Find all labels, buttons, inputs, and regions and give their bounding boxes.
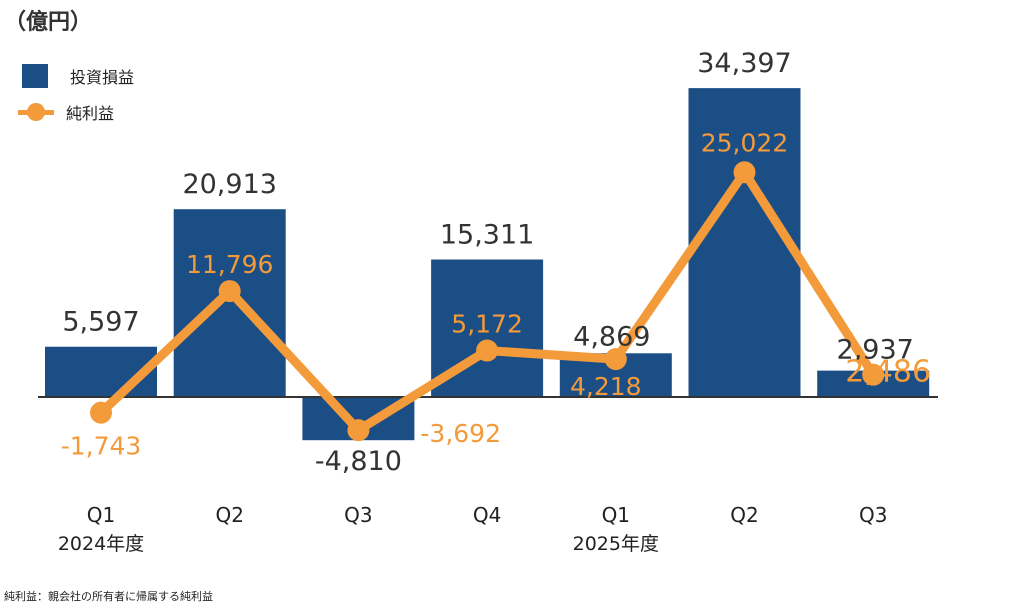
x-tick-label: Q2 (215, 503, 243, 527)
line-value-label: -1,743 (61, 432, 142, 461)
line-point (862, 363, 885, 386)
legend-bar-swatch (22, 64, 48, 88)
legend: 投資損益 純利益 (18, 58, 134, 130)
line-point (90, 401, 112, 424)
bar-value-label: -4,810 (315, 446, 402, 477)
x-tick-label: Q2 (730, 503, 758, 527)
bar-value-label: 5,597 (62, 307, 139, 338)
footnote: 純利益：親会社の所有者に帰属する純利益 (4, 590, 213, 603)
line-value-label: 11,796 (186, 250, 273, 279)
line-value-label: 2,486 (845, 355, 931, 390)
line-point (604, 348, 627, 371)
line-value-label: -3,692 (420, 419, 501, 448)
bar-value-label: 20,913 (182, 169, 276, 200)
x-tick-label: Q1 (602, 503, 630, 527)
bar (688, 88, 801, 398)
x-group-label: 2025年度 (573, 533, 659, 555)
legend-item-line: 純利益 (18, 94, 134, 130)
line-point (218, 280, 241, 303)
line-point (476, 339, 499, 362)
x-group-label: 2024年度 (58, 533, 144, 555)
x-tick-label: Q3 (344, 503, 372, 527)
line-value-label: 4,218 (570, 372, 642, 401)
line-point (733, 161, 756, 184)
unit-label: （億円） (4, 10, 93, 35)
line-value-label: 5,172 (451, 310, 523, 339)
bar-value-label: 34,397 (697, 48, 791, 79)
bar-value-label: 15,311 (440, 220, 534, 251)
line-point (347, 419, 370, 442)
x-tick-label: Q4 (473, 503, 501, 527)
legend-item-bar: 投資損益 (22, 58, 134, 94)
bar-value-label: 2,937 (837, 335, 914, 366)
legend-line-label: 純利益 (66, 104, 115, 123)
legend-bar-label: 投資損益 (70, 68, 135, 87)
line-value-label: 25,022 (701, 128, 788, 157)
x-tick-label: Q3 (859, 503, 887, 527)
x-tick-label: Q1 (87, 503, 115, 527)
legend-line-swatch (18, 100, 54, 124)
bar (173, 209, 286, 397)
bar-value-label: 4,869 (573, 321, 650, 352)
